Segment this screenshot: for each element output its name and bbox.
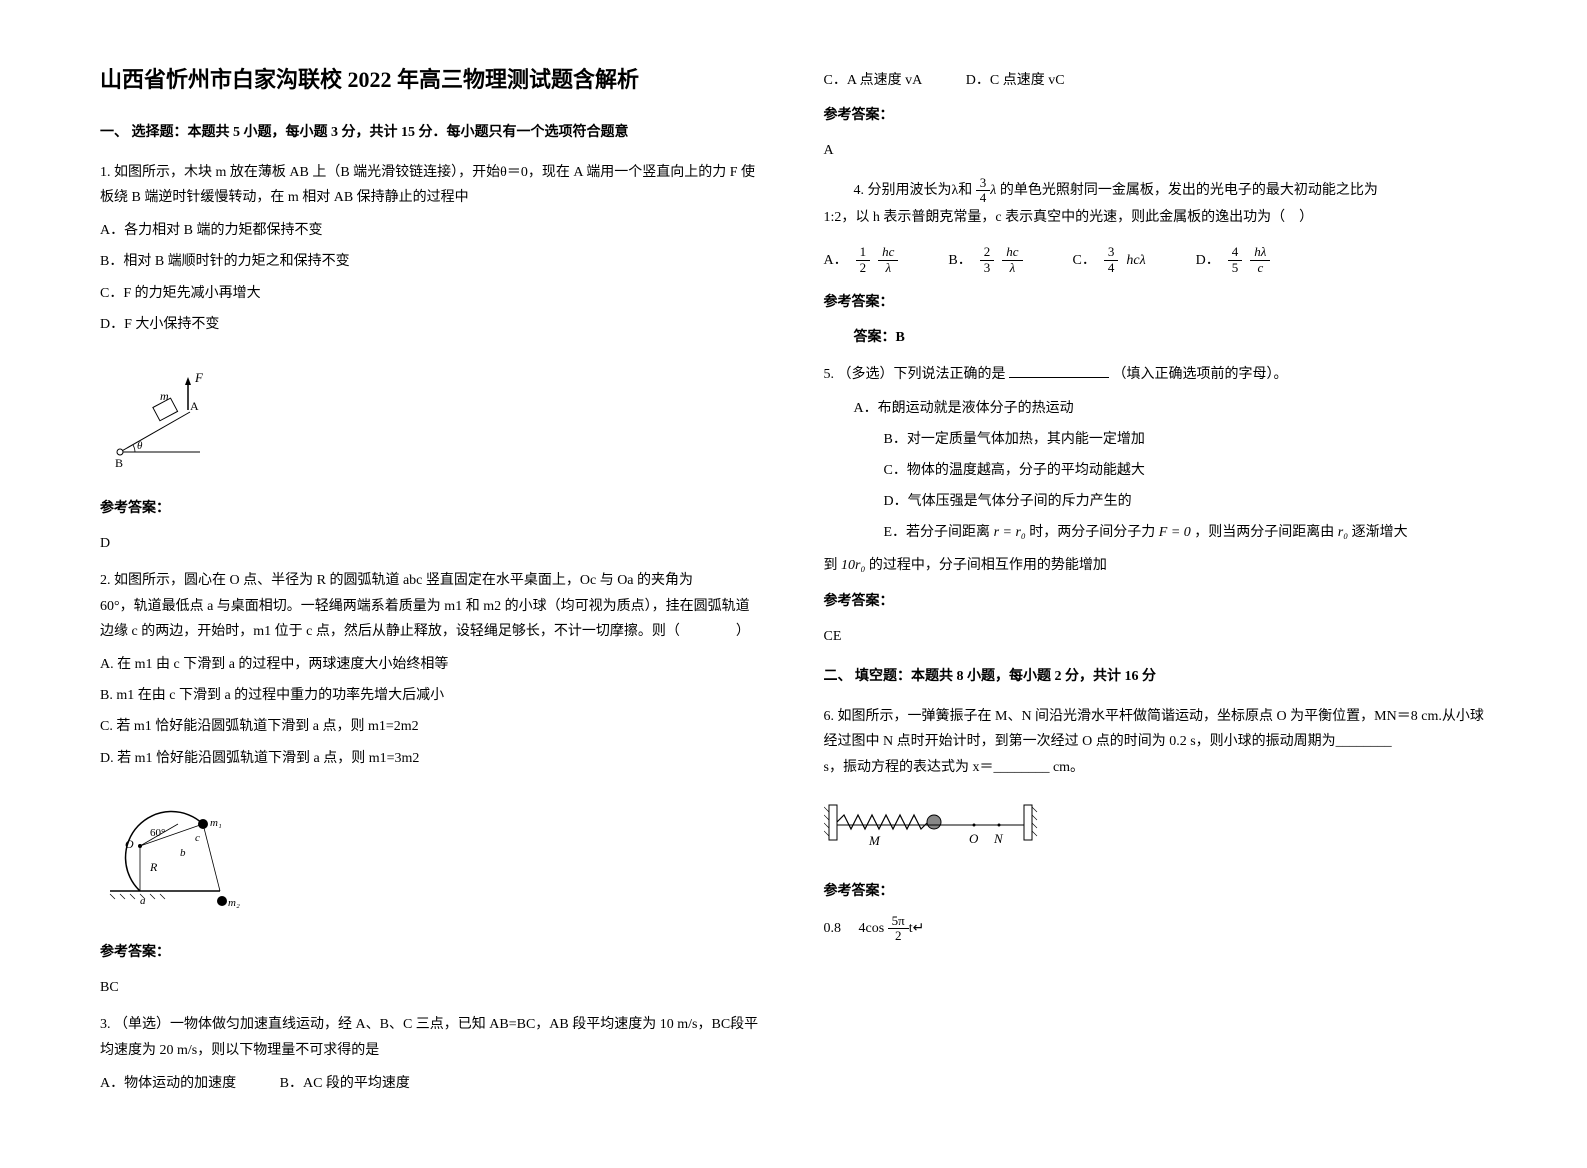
q5-optD: D．气体压强是气体分子间的斥力产生的 [884, 489, 1488, 514]
q2-text2: 60°，轨道最低点 a 与桌面相切。一轻绳两端系着质量为 m1 和 m2 的小球… [100, 594, 764, 644]
q4-frac1: 34 [976, 176, 991, 206]
q4-optD: D． 45 hλc [1196, 245, 1271, 275]
section1-header: 一、 选择题：本题共 5 小题，每小题 3 分，共计 15 分．每小题只有一个选… [100, 120, 764, 145]
question-6: 6. 如图所示，一弹簧振子在 M、N 间沿光滑水平杆做简谐运动，坐标原点 O 为… [824, 704, 1488, 944]
q5-optC: C．物体的温度越高，分子的平均动能越大 [884, 458, 1488, 483]
q4-answer-label: 参考答案： [824, 290, 1488, 315]
q5-text2: （填入正确选项前的字母）。 [1113, 367, 1288, 382]
svg-text:R: R [149, 860, 158, 874]
q1-optB: B．相对 B 端顺时针的力矩之和保持不变 [100, 249, 764, 274]
q5-options: A．布朗运动就是液体分子的热运动 B．对一定质量气体加热，其内能一定增加 C．物… [854, 396, 1488, 546]
q4-optC: C． 34 hcλ [1073, 245, 1146, 275]
q1-text: 1. 如图所示，木块 m 放在薄板 AB 上（B 端光滑铰链连接），开始θ＝0，… [100, 160, 764, 210]
svg-text:N: N [993, 831, 1004, 846]
q6-svg: M O N [824, 795, 1044, 855]
q3-optB: B．AC 段的平均速度 [280, 1071, 410, 1096]
right-column: C．A 点速度 vA D．C 点速度 vC 参考答案： A 4. 分别用波长为λ… [824, 60, 1488, 1108]
svg-text:a: a [140, 895, 146, 907]
q5-optE: E．若分子间距离 r = r₀ 时，两分子间分子力 F = 0 ，则当两分子间距… [884, 520, 1488, 545]
q1-optC: C．F 的力矩先减小再增大 [100, 281, 764, 306]
q5-optA: A．布朗运动就是液体分子的热运动 [854, 396, 1488, 421]
q5-text3: 到 10r₀ 的过程中，分子间相互作用的势能增加 [824, 553, 1488, 578]
q2-text: 2. 如图所示，圆心在 O 点、半径为 R 的圆弧轨道 abc 竖直固定在水平桌… [100, 568, 764, 593]
question-4: 4. 分别用波长为λ和 34λ 的单色光照射同一金属板，发出的光电子的最大初动能… [824, 176, 1488, 351]
svg-text:O: O [969, 831, 979, 846]
question-5: 5. （多选）下列说法正确的是 （填入正确选项前的字母）。 A．布朗运动就是液体… [824, 362, 1488, 649]
q3-text: 3. （单选）一物体做匀加速直线运动，经 A、B、C 三点，已知 AB=BC，A… [100, 1012, 764, 1062]
q6-text: 6. 如图所示，一弹簧振子在 M、N 间沿光滑水平杆做简谐运动，坐标原点 O 为… [824, 704, 1488, 754]
q3-optA: A．物体运动的加速度 [100, 1071, 236, 1096]
svg-text:m: m [160, 389, 169, 403]
q6-answer: 0.8 4cos 5π2t↵ [824, 914, 1488, 944]
q1-answer-label: 参考答案： [100, 496, 764, 521]
svg-text:b: b [180, 847, 186, 859]
q1-options: A．各力相对 B 端的力矩都保持不变 B．相对 B 端顺时针的力矩之和保持不变 … [100, 218, 764, 337]
q4-optA: A． 12 hcλ [824, 245, 899, 275]
q2-answer: BC [100, 975, 764, 1000]
svg-text:F: F [194, 370, 204, 385]
svg-text:O: O [125, 837, 134, 851]
q2-svg: O 60° R m₁ c b a m₂ [100, 786, 240, 916]
q3-optD: D．C 点速度 vC [966, 68, 1065, 93]
q4-options: A． 12 hcλ B． 23 hcλ C． 34 hcλ D． 45 hλc [824, 245, 1488, 275]
q2-optC: C. 若 m1 恰好能沿圆弧轨道下滑到 a 点，则 m1=2m2 [100, 714, 764, 739]
q5-text-row: 5. （多选）下列说法正确的是 （填入正确选项前的字母）。 [824, 362, 1488, 387]
q2-answer-label: 参考答案： [100, 940, 764, 965]
svg-text:60°: 60° [150, 827, 165, 839]
q4-text3: 1:2，以 h 表示普朗克常量，c 表示真空中的光速，则此金属板的逸出功为（ ） [824, 205, 1488, 230]
q4-text2: 的单色光照射同一金属板，发出的光电子的最大初动能之比为 [1000, 183, 1378, 198]
q6-text2: s，振动方程的表达式为 x＝________ cm。 [824, 755, 1488, 780]
document-title: 山西省忻州市白家沟联校 2022 年高三物理测试题含解析 [100, 60, 764, 100]
q5-text: 5. （多选）下列说法正确的是 [824, 367, 1006, 382]
q3-answer: A [824, 138, 1488, 163]
svg-text:M: M [868, 833, 881, 848]
q5-optB: B．对一定质量气体加热，其内能一定增加 [884, 427, 1488, 452]
q1-answer: D [100, 531, 764, 556]
q5-answer-label: 参考答案： [824, 589, 1488, 614]
q4-answer: 答案：B [854, 325, 1488, 350]
svg-text:θ: θ [137, 440, 143, 452]
q1-svg: F A m B θ [100, 352, 220, 472]
section2-header: 二、 填空题：本题共 8 小题，每小题 2 分，共计 16 分 [824, 664, 1488, 689]
question-2: 2. 如图所示，圆心在 O 点、半径为 R 的圆弧轨道 abc 竖直固定在水平桌… [100, 568, 764, 1000]
q6-frac: 5π2 [888, 914, 909, 944]
q1-figure: F A m B θ [100, 352, 764, 481]
q1-optA: A．各力相对 B 端的力矩都保持不变 [100, 218, 764, 243]
q2-figure: O 60° R m₁ c b a m₂ [100, 786, 764, 925]
svg-text:m₂: m₂ [228, 897, 240, 909]
q2-options: A. 在 m1 由 c 下滑到 a 的过程中，两球速度大小始终相等 B. m1 … [100, 652, 764, 771]
svg-text:c: c [195, 832, 200, 844]
q3-options-cont: C．A 点速度 vA D．C 点速度 vC [824, 68, 1488, 93]
left-column: 山西省忻州市白家沟联校 2022 年高三物理测试题含解析 一、 选择题：本题共 … [100, 60, 764, 1108]
svg-text:m₁: m₁ [210, 817, 222, 829]
svg-text:A: A [190, 399, 199, 413]
q3-optC: C．A 点速度 vA [824, 68, 923, 93]
q1-optD: D．F 大小保持不变 [100, 312, 764, 337]
q5-blank [1009, 364, 1109, 378]
question-3: 3. （单选）一物体做匀加速直线运动，经 A、B、C 三点，已知 AB=BC，A… [100, 1012, 764, 1096]
q4-optB: B． 23 hcλ [948, 245, 1022, 275]
q2-optD: D. 若 m1 恰好能沿圆弧轨道下滑到 a 点，则 m1=3m2 [100, 746, 764, 771]
q6-answer-label: 参考答案： [824, 879, 1488, 904]
q3-options: A．物体运动的加速度 B．AC 段的平均速度 [100, 1071, 764, 1096]
q2-optB: B. m1 在由 c 下滑到 a 的过程中重力的功率先增大后减小 [100, 683, 764, 708]
q6-figure: M O N [824, 795, 1488, 864]
q3-answer-label: 参考答案： [824, 103, 1488, 128]
q5-answer: CE [824, 624, 1488, 649]
svg-text:B: B [115, 456, 123, 470]
q2-optA: A. 在 m1 由 c 下滑到 a 的过程中，两球速度大小始终相等 [100, 652, 764, 677]
q4-text: 4. 分别用波长为λ和 34λ 的单色光照射同一金属板，发出的光电子的最大初动能… [854, 176, 1488, 206]
q4-text1: 4. 分别用波长为λ和 [854, 183, 973, 198]
question-1: 1. 如图所示，木块 m 放在薄板 AB 上（B 端光滑铰链连接），开始θ＝0，… [100, 160, 764, 557]
